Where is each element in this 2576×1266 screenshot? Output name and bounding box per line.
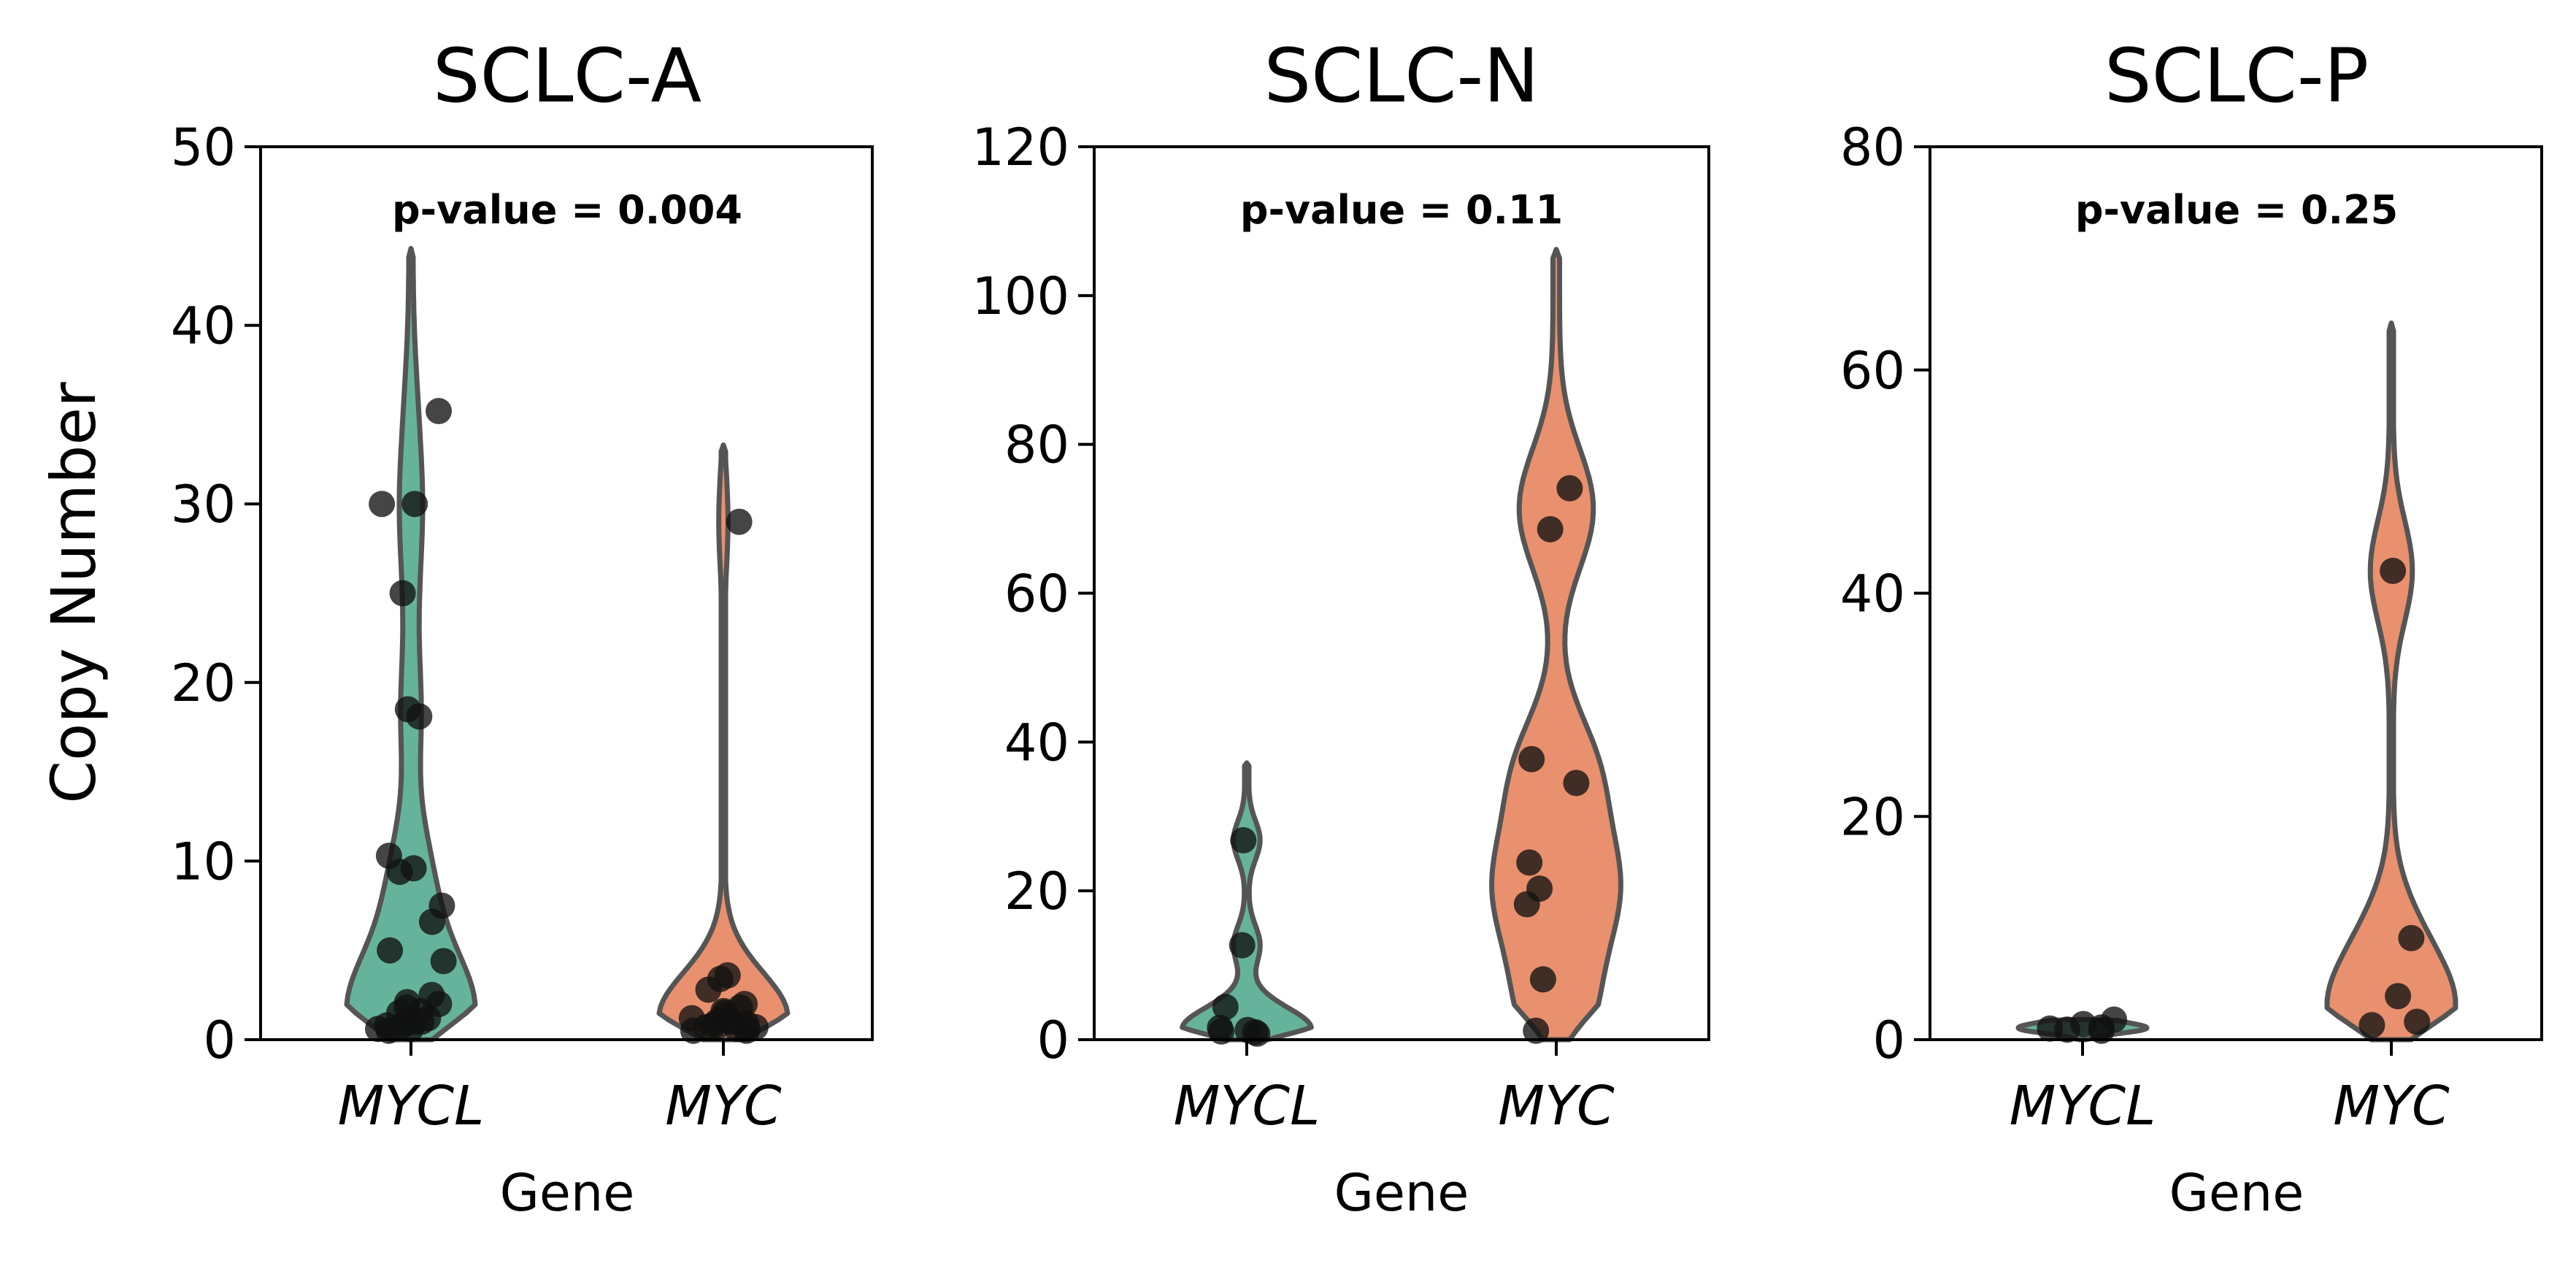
- pvalue-annotation: p-value = 0.004: [392, 187, 742, 233]
- plot-frame: [259, 145, 874, 1041]
- y-tick-label: 0: [1037, 1010, 1069, 1070]
- data-point: [2088, 1017, 2115, 1044]
- x-axis-label: Gene: [2169, 1163, 2304, 1223]
- violin-myc: [1489, 247, 1623, 1043]
- point-group: [365, 398, 769, 1044]
- data-point: [400, 855, 427, 882]
- y-tick-label: 40: [171, 296, 236, 356]
- panel-title: SCLC-P: [2104, 33, 2369, 120]
- y-tick-label: 30: [171, 475, 236, 534]
- plot-frame: [1929, 145, 2543, 1041]
- y-tick-label: 40: [1004, 713, 1069, 772]
- y-axis-ticks: 0 10 20 30 40 50: [171, 118, 725, 1070]
- y-tick-label: 20: [171, 653, 236, 713]
- x-tick-label: MYC: [665, 1075, 782, 1138]
- y-axis-ticks: 0 20 40 60 80: [1840, 118, 2393, 1070]
- panel-sclc-a: SCLC-A p-value = 0.004 Gene MYCL MYC 0 10…: [171, 33, 874, 1223]
- y-tick-label: 40: [1840, 564, 1905, 624]
- violin-myc: [2324, 321, 2458, 1043]
- data-point: [1208, 1018, 1235, 1045]
- x-axis-label: Gene: [500, 1163, 635, 1223]
- y-tick-label: 60: [1840, 341, 1905, 401]
- data-point: [418, 908, 445, 935]
- y-tick-label: 80: [1840, 118, 1905, 177]
- violin-mycl: [344, 245, 478, 1043]
- x-axis-label: Gene: [1334, 1163, 1469, 1223]
- data-point: [1518, 745, 1545, 772]
- y-tick-label: 20: [1004, 862, 1069, 921]
- data-point: [695, 976, 722, 1003]
- violin-group: [2015, 321, 2458, 1043]
- data-point: [1230, 826, 1257, 853]
- data-point: [2358, 1012, 2385, 1039]
- data-point: [426, 398, 452, 424]
- y-tick-label: 0: [203, 1010, 236, 1070]
- panel-title: SCLC-N: [1264, 33, 1539, 120]
- data-point: [1563, 770, 1590, 797]
- data-point: [2380, 557, 2407, 584]
- violin-mycl: [1180, 760, 1314, 1043]
- y-tick-label: 60: [1004, 564, 1069, 624]
- data-point: [375, 1017, 402, 1044]
- data-point: [2054, 1016, 2080, 1043]
- y-tick-label: 0: [1872, 1010, 1905, 1070]
- pvalue-annotation: p-value = 0.11: [1240, 187, 1563, 233]
- panel-sclc-n: SCLC-N p-value = 0.11 Gene MYCL MYC 0 20 4…: [972, 33, 1710, 1223]
- panel-title: SCLC-A: [433, 33, 701, 120]
- plot-frame: [1093, 145, 1710, 1041]
- y-tick-label: 80: [1004, 415, 1069, 475]
- y-tick-label: 120: [972, 118, 1069, 177]
- x-tick-label: MYCL: [1174, 1075, 1320, 1138]
- data-point: [726, 508, 753, 535]
- data-point: [1516, 849, 1543, 876]
- pvalue-annotation: p-value = 0.25: [2075, 187, 2398, 233]
- data-point: [680, 1017, 707, 1044]
- data-point: [369, 491, 396, 518]
- x-tick-label: MYC: [1498, 1075, 1615, 1138]
- figure-ylabel: Copy Number: [38, 382, 109, 804]
- data-point: [1556, 475, 1583, 502]
- point-group: [1207, 475, 1590, 1047]
- data-point: [406, 703, 433, 730]
- y-tick-label: 100: [972, 266, 1069, 326]
- y-tick-label: 20: [1840, 787, 1905, 847]
- x-tick-label: MYC: [2333, 1075, 2450, 1138]
- panel-sclc-p: SCLC-P p-value = 0.25 Gene MYCL MYC 0 20 4…: [1840, 33, 2543, 1223]
- data-point: [397, 1016, 424, 1043]
- data-point: [1523, 1017, 1550, 1044]
- data-point: [1229, 932, 1256, 959]
- data-point: [1513, 891, 1540, 918]
- violin-group: [344, 245, 791, 1043]
- violin-group: [1180, 247, 1623, 1043]
- data-point: [430, 948, 457, 975]
- point-group: [2037, 557, 2431, 1044]
- data-point: [1212, 994, 1239, 1021]
- violin-myc: [656, 442, 791, 1043]
- data-point: [389, 580, 416, 607]
- y-tick-label: 10: [171, 832, 236, 891]
- data-point: [2385, 983, 2412, 1010]
- data-point: [2398, 924, 2425, 951]
- data-point: [2404, 1008, 2431, 1035]
- data-point: [377, 937, 404, 964]
- data-point: [1537, 515, 1564, 542]
- data-point: [1529, 966, 1556, 993]
- x-tick-label: MYCL: [2010, 1075, 2156, 1138]
- data-point: [733, 1017, 760, 1044]
- y-axis-ticks: 0 20 40 60 80 100 120: [972, 118, 1558, 1070]
- x-tick-label: MYCL: [338, 1075, 485, 1138]
- y-tick-label: 50: [171, 118, 236, 177]
- data-point: [401, 491, 428, 518]
